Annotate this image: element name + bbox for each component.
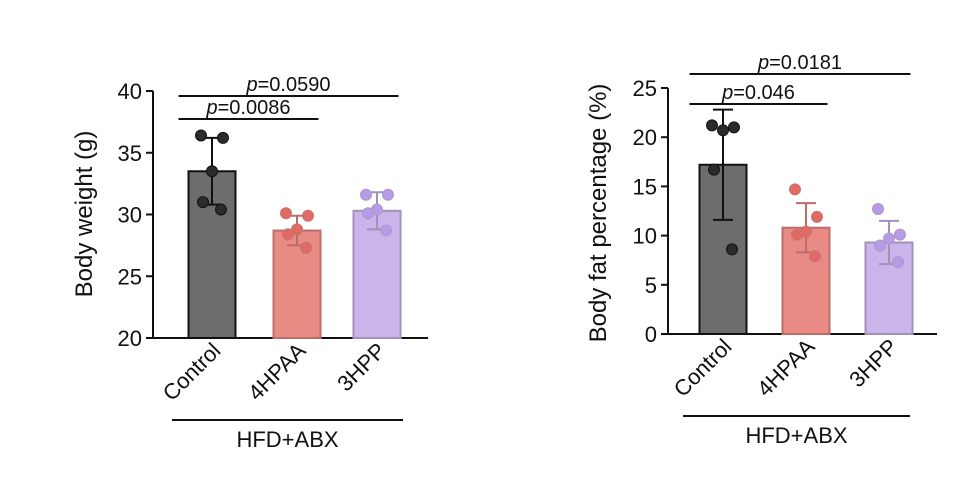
- weight-category-label: Control: [158, 338, 226, 406]
- weight-data-point: [360, 188, 372, 201]
- p-value-number: =0.0590: [258, 74, 331, 96]
- weight-data-point: [380, 224, 392, 237]
- weight-category-label: 3HPP: [332, 338, 390, 396]
- weight-data-point: [382, 188, 394, 201]
- fat-data-point: [717, 124, 729, 137]
- weight-y-tick-label: 20: [118, 326, 142, 351]
- weight-category-label: 4HPAA: [243, 338, 311, 406]
- weight-data-point: [300, 241, 312, 254]
- fat-category-label: 4HPAA: [752, 334, 820, 402]
- weight-chart-group: 20 25 30 35 40 Body weight (g) Control 4HPAA 3HP…: [71, 74, 428, 452]
- weight-data-point: [215, 203, 227, 216]
- fat-y-tick-label: 0: [645, 322, 657, 347]
- fat-p-value: p=0.0181: [757, 52, 842, 74]
- p-value-number: =0.046: [733, 82, 795, 104]
- weight-y-axis-title: Body weight (g): [71, 131, 98, 298]
- weight-data-point: [195, 129, 207, 142]
- fat-y-axis-title: Body fat percentage (%): [585, 84, 612, 343]
- fat-data-point: [706, 119, 718, 132]
- fat-data-point: [811, 210, 823, 223]
- weight-y-tick-label: 30: [118, 203, 142, 228]
- fat-data-point: [791, 228, 803, 241]
- fat-y-tick-label: 10: [633, 224, 657, 249]
- p-symbol: p: [246, 74, 258, 96]
- weight-y-tick-label: 35: [118, 141, 142, 166]
- fat-data-point: [789, 183, 801, 196]
- fat-data-point: [894, 228, 906, 241]
- p-symbol: p: [721, 82, 733, 104]
- p-value-number: =0.0086: [218, 97, 291, 119]
- fat-y-tick-label: 25: [633, 76, 657, 101]
- fat-data-point: [809, 250, 821, 263]
- fat-category-label: Control: [669, 334, 737, 402]
- fat-data-point: [726, 243, 738, 256]
- weight-y-tick-label: 40: [118, 79, 142, 104]
- weight-data-point: [280, 207, 292, 220]
- fat-category-label: 3HPP: [844, 334, 902, 392]
- weight-bar-4hpaa: [272, 229, 322, 339]
- weight-data-point: [206, 165, 218, 178]
- fat-y-tick-label: 5: [645, 273, 657, 298]
- p-symbol: p: [757, 52, 769, 74]
- weight-data-point: [197, 196, 209, 209]
- p-symbol: p: [206, 97, 218, 119]
- fat-data-point: [883, 232, 895, 245]
- fat-y-tick-label: 15: [633, 174, 657, 199]
- fat-data-point: [872, 203, 884, 216]
- weight-data-point: [362, 207, 374, 220]
- fat-y-tick-label: 20: [633, 125, 657, 150]
- fat-group-label: HFD+ABX: [745, 423, 847, 448]
- weight-data-point: [217, 131, 229, 144]
- fat-data-point: [728, 121, 740, 134]
- weight-y-tick-label: 25: [118, 264, 142, 289]
- weight-p-value: p=0.0590: [246, 74, 331, 96]
- p-value-number: =0.0181: [769, 52, 842, 74]
- fat-bar-4hpaa: [781, 226, 831, 335]
- weight-data-point: [282, 228, 294, 241]
- weight-data-point: [302, 209, 314, 222]
- weight-group-label: HFD+ABX: [236, 427, 338, 452]
- fat-data-point: [708, 163, 720, 176]
- fat-data-point: [874, 239, 886, 252]
- weight-p-value: p=0.0086: [206, 97, 291, 119]
- weight-data-point: [291, 223, 303, 236]
- fat-p-value: p=0.046: [721, 82, 795, 104]
- fat-chart-group: 0 5 10 15 20 25 Body fat percentage (%) Control…: [585, 52, 937, 448]
- fat-data-point: [892, 256, 904, 269]
